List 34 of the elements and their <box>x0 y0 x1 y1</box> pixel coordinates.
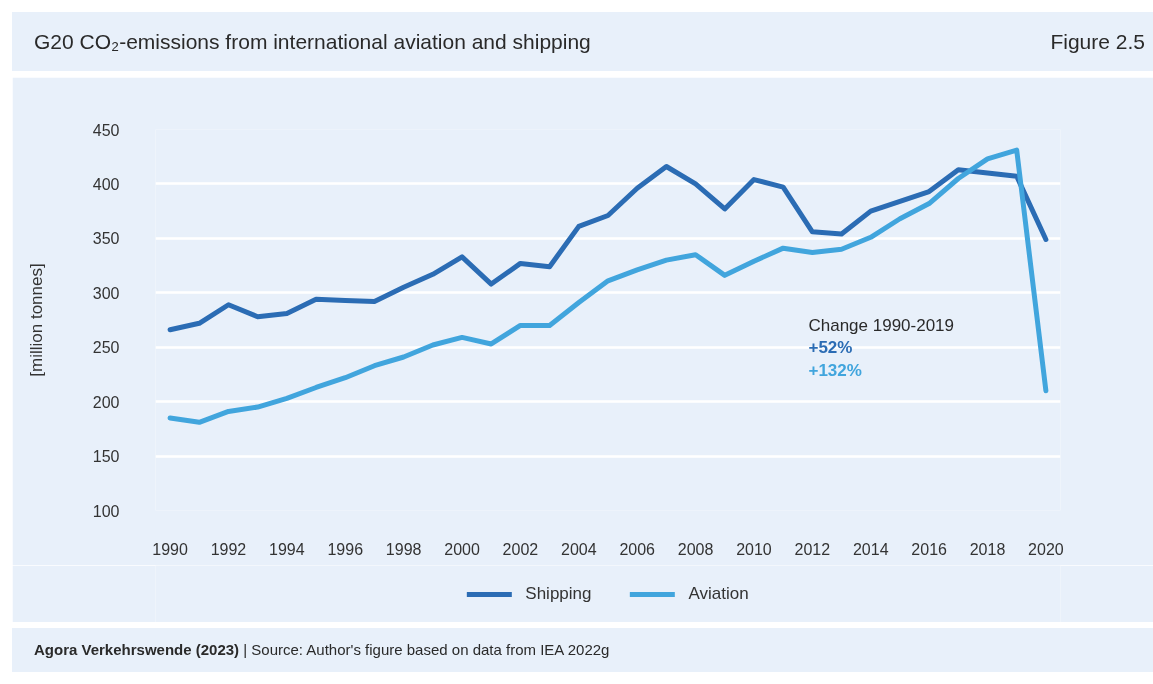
y-tick-label: 300 <box>92 284 120 302</box>
annotation: +132% <box>808 360 862 380</box>
x-tick-label: 1996 <box>327 540 364 558</box>
x-tick-label: 2018 <box>969 540 1006 558</box>
legend-label: Shipping <box>525 583 592 604</box>
y-axis-title: [million tonnes] <box>26 263 46 377</box>
x-tick-label: 2020 <box>1028 540 1064 558</box>
x-tick-label: 1994 <box>269 540 305 558</box>
y-tick-label: 150 <box>92 448 120 466</box>
x-tick-label: 2004 <box>561 540 597 558</box>
annotation: +52% <box>808 338 853 358</box>
x-tick-label: 2014 <box>852 540 889 558</box>
y-tick-label: 100 <box>92 502 120 520</box>
x-tick-label: 2000 <box>444 540 480 558</box>
x-tick-label: 2008 <box>677 540 714 558</box>
text: | Source: Author's figure based on data from IEA 2022g <box>243 641 610 659</box>
chart-title: G20 CO₂-emissions from international aviation and shipping <box>34 28 591 55</box>
y-tick-label: 450 <box>92 121 120 139</box>
x-tick-label: 2006 <box>619 540 656 558</box>
chart-subtitle: Figure 2.5 <box>1050 28 1145 55</box>
x-tick-label: 1992 <box>210 540 247 558</box>
x-tick-label: 2012 <box>794 540 831 558</box>
x-tick-label: 1998 <box>385 540 422 558</box>
x-tick-label: 1990 <box>152 540 188 558</box>
legend-label: Aviation <box>688 583 749 604</box>
x-tick-label: 2002 <box>502 540 539 558</box>
y-tick-label: 350 <box>92 230 120 248</box>
text: Agora Verkehrswende (2023) <box>34 641 240 659</box>
y-tick-label: 400 <box>92 175 120 193</box>
x-tick-label: 2016 <box>911 540 948 558</box>
y-tick-label: 200 <box>92 393 120 411</box>
x-tick-label: 2010 <box>736 540 772 558</box>
annotation: Change 1990-2019 <box>808 315 955 335</box>
y-tick-label: 250 <box>92 339 120 357</box>
